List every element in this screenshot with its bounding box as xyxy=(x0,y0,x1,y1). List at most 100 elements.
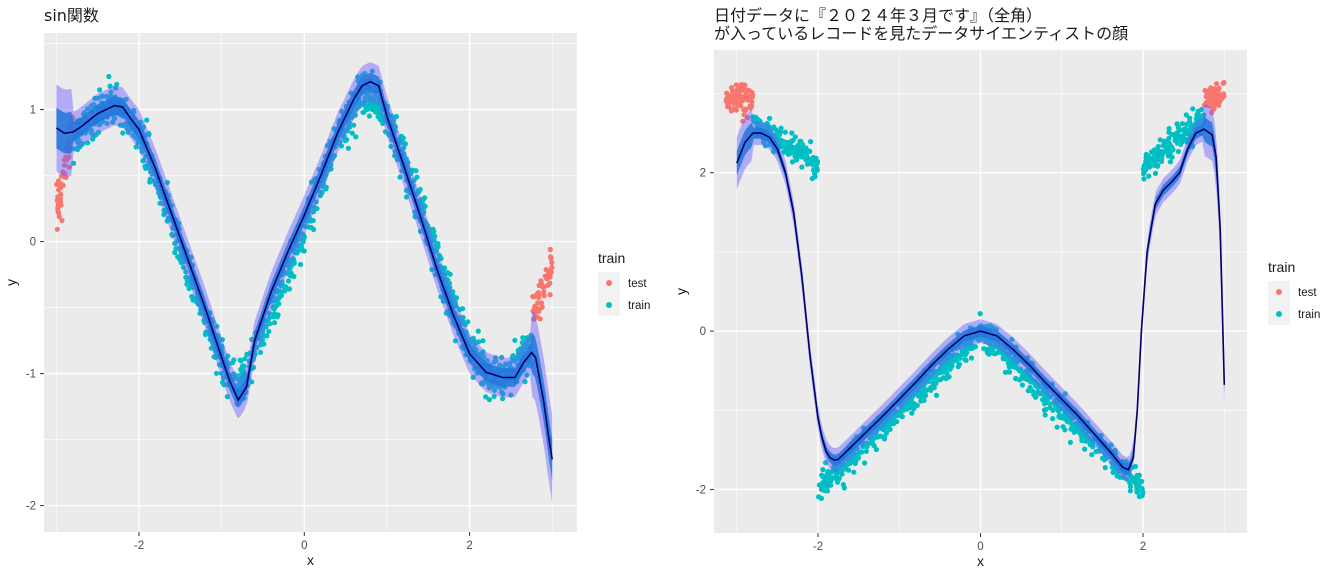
train-point xyxy=(853,456,859,462)
train-point xyxy=(1162,138,1168,144)
train-point xyxy=(220,375,226,381)
train-point xyxy=(483,394,489,400)
train-point xyxy=(968,355,975,361)
test-point xyxy=(62,162,68,168)
train-point xyxy=(820,467,826,473)
train-point xyxy=(295,248,301,254)
test-point xyxy=(54,181,60,188)
train-point xyxy=(317,192,324,199)
train-point xyxy=(202,320,208,326)
train-point xyxy=(257,349,264,355)
train-point xyxy=(1089,452,1095,458)
train-point xyxy=(1150,150,1156,156)
train-point xyxy=(1141,176,1147,182)
train-point xyxy=(1042,389,1048,395)
train-point xyxy=(907,405,913,411)
train-point xyxy=(235,375,241,381)
train-point xyxy=(1067,439,1073,445)
train-point xyxy=(104,120,110,127)
train-point xyxy=(987,346,993,352)
train-point xyxy=(1044,394,1050,400)
train-point xyxy=(862,460,868,466)
train-point xyxy=(1041,401,1048,407)
test-point xyxy=(541,293,547,299)
train-point xyxy=(899,407,906,414)
test-point xyxy=(55,205,61,211)
train-point xyxy=(799,164,805,170)
train-point xyxy=(804,161,811,167)
fit-line xyxy=(736,128,1226,471)
train-point xyxy=(503,361,509,367)
train-point xyxy=(271,305,277,311)
train-point xyxy=(860,443,866,450)
train-point xyxy=(1184,128,1190,134)
train-point xyxy=(140,158,146,164)
train-point xyxy=(1193,116,1199,122)
test-point xyxy=(741,112,747,118)
train-point xyxy=(894,413,900,419)
train-point xyxy=(440,266,446,272)
train-point xyxy=(481,353,487,359)
train-point xyxy=(238,358,244,364)
test-point xyxy=(1216,99,1222,105)
test-point xyxy=(742,107,749,113)
train-point xyxy=(1175,148,1181,155)
train-point xyxy=(367,104,373,110)
train-point xyxy=(123,122,129,128)
train-point xyxy=(1027,373,1033,379)
train-point xyxy=(1188,123,1194,129)
train-point xyxy=(285,263,291,269)
train-point xyxy=(955,364,961,370)
train-point xyxy=(1058,413,1064,419)
train-point xyxy=(249,379,255,385)
train-point xyxy=(183,269,189,275)
train-point xyxy=(1009,336,1015,342)
train-point xyxy=(187,279,193,285)
train-point xyxy=(1000,356,1006,362)
train-point xyxy=(369,68,375,74)
train-point xyxy=(515,350,522,356)
train-point xyxy=(297,261,304,268)
train-point xyxy=(429,267,435,273)
train-point xyxy=(524,372,530,378)
train-point xyxy=(75,145,81,151)
test-point xyxy=(547,280,553,286)
train-point xyxy=(932,370,938,376)
train-point xyxy=(203,329,209,335)
train-point xyxy=(794,157,800,163)
train-point xyxy=(914,402,920,408)
test-point xyxy=(549,264,555,271)
train-point xyxy=(438,294,444,300)
test-point xyxy=(1209,110,1215,116)
train-point xyxy=(962,356,968,363)
test-point xyxy=(59,181,65,187)
train-point xyxy=(947,359,953,365)
test-point xyxy=(66,154,72,160)
x-tick-label: 0 xyxy=(301,540,307,552)
train-point xyxy=(224,394,230,400)
train-point xyxy=(933,392,940,398)
train-point xyxy=(453,295,460,301)
test-point xyxy=(1208,96,1214,102)
train-point xyxy=(218,370,224,376)
test-point xyxy=(531,316,537,322)
train-point xyxy=(787,140,793,146)
train-point xyxy=(943,376,949,382)
train-point xyxy=(859,449,865,455)
train-point xyxy=(274,289,280,295)
train-point xyxy=(882,434,888,440)
legend-key-train xyxy=(606,302,612,308)
test-point xyxy=(740,82,746,88)
train-point xyxy=(782,129,788,135)
train-point xyxy=(1159,151,1165,157)
train-point xyxy=(1169,154,1175,160)
train-point xyxy=(403,194,410,200)
train-point xyxy=(1006,364,1012,370)
test-point xyxy=(1221,79,1227,86)
train-point xyxy=(214,323,220,329)
train-point xyxy=(85,106,91,112)
train-point xyxy=(518,345,524,352)
train-point xyxy=(287,273,293,279)
train-point xyxy=(85,140,91,146)
train-point xyxy=(977,311,983,317)
